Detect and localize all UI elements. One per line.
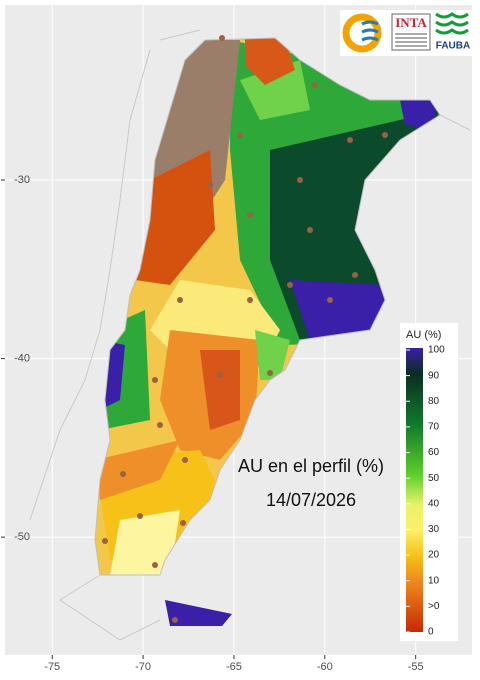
logo-ring — [342, 13, 382, 53]
station — [219, 35, 225, 41]
inta-lines — [395, 33, 427, 47]
legend-label: 10 — [428, 575, 440, 586]
fauba-waves — [435, 12, 469, 35]
station — [120, 471, 126, 477]
station — [137, 513, 143, 519]
y-tick-label: -50 — [14, 531, 30, 543]
station — [152, 377, 158, 383]
legend-label: 20 — [428, 550, 440, 561]
station — [182, 457, 188, 463]
legend-label: 60 — [428, 447, 440, 458]
station — [352, 272, 358, 278]
y-tick-label: -30 — [14, 174, 30, 186]
colorbar — [406, 348, 423, 632]
station — [207, 182, 213, 188]
station — [307, 227, 313, 233]
legend-label: 100 — [428, 345, 445, 356]
station — [382, 132, 388, 138]
legend-label: 80 — [428, 396, 440, 407]
station — [327, 297, 333, 303]
x-tick-label: -55 — [408, 661, 424, 673]
x-tick-label: -65 — [226, 661, 242, 673]
station — [157, 422, 163, 428]
station — [102, 538, 108, 544]
station — [247, 297, 253, 303]
x-tick-label: -60 — [317, 661, 333, 673]
map-title: AU en el perfil (%) — [238, 456, 384, 476]
legend-label: 0 — [428, 627, 434, 638]
legend-label: 30 — [428, 524, 440, 535]
x-tick-label: -70 — [135, 661, 151, 673]
map-date: 14/07/2026 — [266, 490, 356, 510]
inta-logo: INTA — [395, 15, 427, 30]
logo-waves — [361, 20, 379, 42]
inta-box — [391, 13, 431, 51]
axes: -75 -70 -65 -60 -55 -30 -40 -50 — [1, 174, 424, 673]
station — [177, 297, 183, 303]
station — [152, 562, 158, 568]
legend-label: 70 — [428, 422, 440, 433]
stations — [102, 35, 388, 623]
station — [297, 177, 303, 183]
fauba-logo: FAUBA — [436, 41, 470, 52]
country-outline — [94, 37, 441, 576]
legend: AU (%) 100 90 80 70 60 50 40 30 20 10 >0 0 — [400, 323, 458, 641]
borders — [29, 29, 471, 641]
logos: INTA FAUBA — [340, 10, 472, 56]
legend-label: 40 — [428, 498, 440, 509]
station — [287, 282, 293, 288]
x-tick-label: -75 — [44, 661, 60, 673]
station — [247, 212, 253, 218]
station — [180, 520, 186, 526]
station — [312, 82, 318, 88]
legend-title: AU (%) — [406, 329, 441, 341]
y-tick-label: -40 — [14, 352, 30, 364]
station — [217, 372, 223, 378]
legend-label: >0 — [428, 601, 440, 612]
station — [237, 132, 243, 138]
station — [347, 137, 353, 143]
legend-label: 50 — [428, 473, 440, 484]
station — [172, 617, 178, 623]
station — [267, 370, 273, 376]
legend-label: 90 — [428, 370, 440, 381]
